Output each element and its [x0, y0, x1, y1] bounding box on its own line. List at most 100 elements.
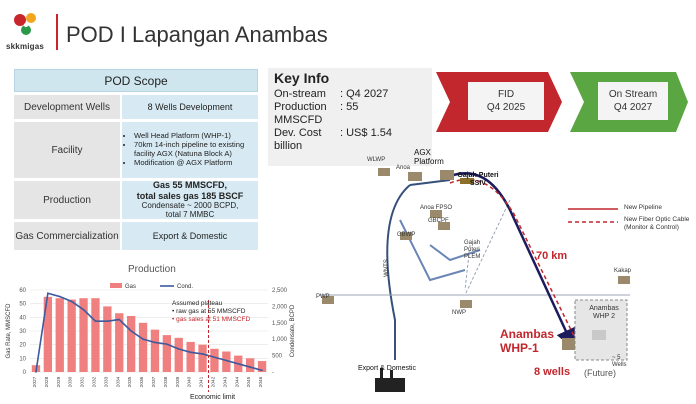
x-tick-label: 2040: [187, 376, 193, 387]
line-point: [154, 341, 156, 344]
pod-scope-title: POD Scope: [14, 69, 258, 92]
y-tick-label: 10: [19, 356, 26, 362]
y-tick-label: 50: [19, 302, 26, 308]
existing-pipeline: [464, 244, 471, 291]
key-info-value: : Q4 2027: [340, 88, 389, 100]
bar: [245, 358, 255, 372]
plateau-title: Assumed plateau: [172, 300, 223, 307]
production-sales: total sales gas 185 BSCF: [136, 190, 244, 201]
x-tick-label: 2035: [127, 376, 133, 387]
line-point: [237, 363, 240, 365]
y-tick-label: 40: [19, 315, 26, 321]
label-8-wells: 8 wells: [534, 366, 571, 378]
label-wlwp: WLWP: [367, 157, 386, 163]
y-right-tick-label: -: [272, 370, 274, 376]
x-tick-label: 2041: [199, 376, 205, 387]
x-tick-label: 2043: [222, 376, 228, 387]
y-axis-label: Gas Rate, MMSCFD: [6, 303, 12, 359]
bar: [174, 337, 183, 372]
platform-icon: [400, 232, 412, 240]
bar: [115, 313, 124, 372]
key-info-title: Key Info: [274, 70, 330, 86]
label-5-wells: ~ 5 Wells: [612, 355, 627, 368]
legend-pipeline: New Pipeline: [624, 204, 662, 211]
y-right-tick-label: 500: [272, 354, 283, 360]
legend-fiber: New Fiber Optic Cable (Monitor & Control…: [624, 216, 690, 231]
production-condensate: Condensate ~ 2000 BCPD,: [141, 201, 239, 211]
milestone-arrows: [436, 72, 688, 132]
label-agx: AGX Platform: [414, 148, 444, 166]
production-chart: 0102030405060-5001,0001,5002,0002,500202…: [6, 283, 296, 392]
row-label-commercialization: Gas Commercialization: [14, 222, 120, 250]
existing-pipeline: [399, 219, 466, 282]
row-label-production: Production: [14, 181, 120, 219]
onstream-name: On Stream: [608, 89, 658, 100]
whp2-platform-icon: [592, 330, 606, 340]
existing-pipeline: [386, 184, 411, 360]
existing-pipeline: [464, 199, 511, 296]
condensate-line: [35, 292, 263, 373]
x-tick-label: 2044: [234, 376, 240, 387]
y-right-tick-label: 1,000: [272, 337, 288, 343]
plateau-item-sales: • gas sales at 51 MMSCFD: [172, 315, 251, 323]
line-point: [189, 351, 192, 354]
label-kakap: Kakap: [614, 268, 632, 274]
line-point: [47, 292, 49, 295]
y-tick-label: 30: [19, 329, 26, 335]
legend-cond-label: Cond.: [177, 284, 193, 290]
facility-item: Modification @ AGX Platform: [134, 158, 258, 168]
label-gbcpf: GBCPF: [428, 218, 449, 224]
economic-limit-label: Economic limit: [190, 394, 236, 401]
line-point: [82, 308, 85, 311]
key-info-value: : 55: [340, 101, 359, 113]
key-info-label: On-stream: [274, 88, 326, 100]
y-tick-label: 60: [19, 288, 26, 294]
bar: [210, 348, 219, 372]
new-pipeline: [444, 172, 575, 350]
label-anoa-fpso: Anoa FPSO: [420, 205, 453, 211]
label-gbwp: GBWP: [397, 232, 416, 238]
label-ssiv: Gajah Puteri SSIV: [457, 172, 499, 187]
key-info-label: MMSCFD: [274, 114, 323, 126]
platform-icon: [378, 168, 390, 176]
existing-pipeline: [429, 244, 481, 262]
existing-pipeline: [409, 179, 451, 186]
x-tick-label: 2039: [175, 376, 181, 387]
fid-date: Q4 2025: [486, 102, 526, 113]
bar: [150, 329, 160, 372]
y-tick-label: 20: [19, 343, 26, 349]
platform-icon: [460, 300, 472, 308]
platform-icon: [562, 338, 578, 350]
platforms: [322, 168, 630, 350]
line-point: [225, 359, 228, 362]
label-plem: Gajah Puteri PLEM: [464, 240, 481, 260]
label-anambas: Anambas WHP-1: [500, 327, 555, 355]
line-point: [166, 343, 168, 345]
y-tick-label: 0: [23, 370, 27, 376]
x-tick-label: 2030: [68, 376, 74, 387]
key-info-label: Dev. Cost: [274, 127, 322, 139]
line-point: [106, 320, 109, 322]
row-label-facility: Facility: [14, 122, 120, 178]
x-tick-label: 2038: [163, 376, 169, 387]
onstream-label-box: [598, 82, 668, 120]
platform-icon: [322, 296, 334, 304]
bar: [198, 344, 207, 372]
bar: [55, 298, 64, 372]
key-info-label: billion: [274, 140, 303, 152]
line-point: [261, 369, 263, 372]
page-title: POD I Lapangan Anambas: [66, 22, 328, 47]
x-tick-label: 2036: [139, 376, 145, 387]
label-pwp: PWP: [316, 294, 330, 300]
fid-name: FID: [497, 89, 515, 100]
platform-icon: [618, 276, 630, 284]
row-value-facility: Well Head Platform (WHP-1) 70km 14-inch …: [122, 122, 258, 178]
production-total-condensate: total 7 MMBC: [165, 210, 215, 220]
label-wnts: WNTS: [383, 259, 390, 277]
row-value-wells: 8 Wells Development: [122, 95, 258, 119]
label-anoa: Anoa: [396, 165, 411, 171]
facility-item: Well Head Platform (WHP-1): [134, 131, 258, 141]
line-point: [201, 353, 204, 355]
platform-icon: [430, 210, 442, 218]
onstream-date: Q4 2027: [613, 102, 653, 113]
